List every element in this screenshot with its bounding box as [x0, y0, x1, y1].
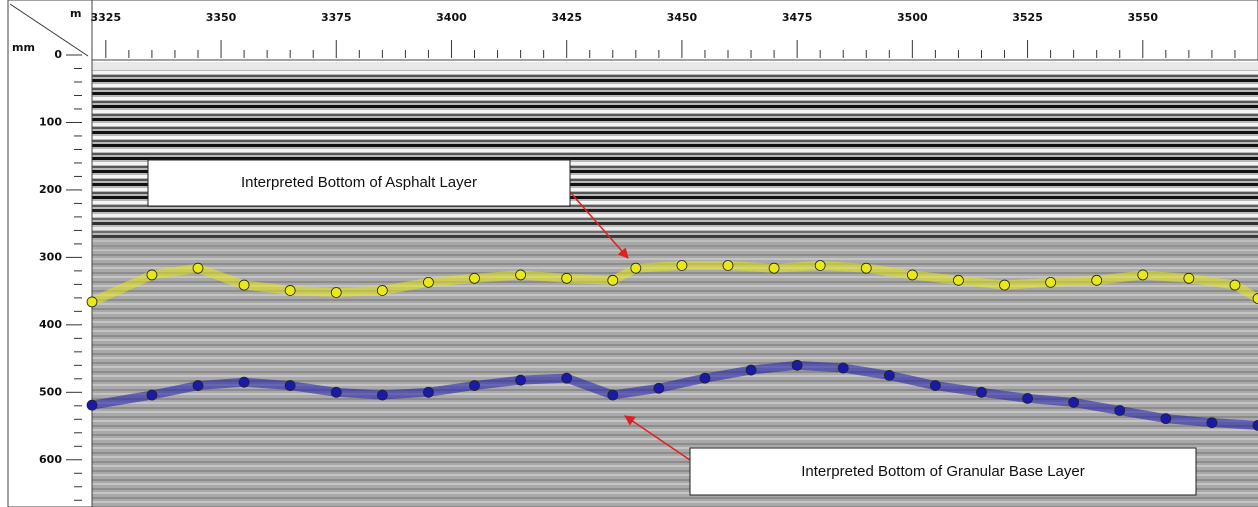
layer-point	[330, 287, 342, 298]
layer-point	[999, 279, 1010, 291]
layer-point	[745, 364, 757, 376]
x-tick-label: 3375	[321, 11, 352, 24]
layer-point	[376, 389, 388, 401]
callout-text: Interpreted Bottom of Asphalt Layer	[241, 174, 477, 191]
x-tick-label: 3325	[91, 11, 122, 24]
left-ruler	[7, 0, 93, 507]
y-tick-label: 600	[39, 453, 62, 466]
layer-line	[91, 360, 1258, 430]
layer-point	[1068, 397, 1080, 408]
callouts: Interpreted Bottom of Asphalt Layer Inte…	[147, 159, 1197, 496]
layer-point	[238, 279, 250, 291]
corner-diagonal	[9, 3, 89, 57]
layer-point	[146, 389, 158, 401]
x-tick-label: 3500	[897, 11, 928, 24]
layer-point	[561, 372, 573, 384]
layer-point	[653, 382, 665, 394]
y-tick-label: 100	[39, 115, 62, 128]
layer-point	[791, 359, 803, 371]
layer-point	[238, 376, 250, 388]
layer-point	[676, 260, 688, 271]
layer-point	[837, 362, 849, 374]
layer-point	[814, 260, 826, 271]
layer-point	[883, 370, 895, 381]
layer-point	[423, 276, 434, 288]
layer-point	[929, 380, 941, 391]
layer-point	[1252, 293, 1258, 304]
layer-point	[330, 386, 342, 398]
layer-point	[469, 380, 480, 391]
layer-point	[86, 296, 98, 308]
layer-point	[607, 389, 619, 401]
y-tick-label: 0	[54, 48, 62, 61]
callout-box	[147, 159, 571, 207]
layer-point	[768, 262, 780, 274]
layer-point	[284, 380, 296, 391]
layer-point	[630, 262, 642, 274]
layer-point	[469, 272, 480, 284]
layer-point	[376, 285, 388, 296]
layer-point	[1229, 279, 1241, 291]
x-tick-label: 3550	[1127, 11, 1158, 24]
y-tick-label: 400	[39, 318, 62, 331]
layer-point	[86, 399, 98, 411]
y-axis-label: mm	[12, 41, 35, 54]
layer-point	[1183, 272, 1195, 284]
top-ruler	[91, 0, 1258, 61]
layer-point	[284, 285, 296, 296]
layer-point	[423, 386, 434, 398]
layer-point	[1022, 392, 1033, 404]
x-axis-label: m	[70, 7, 81, 20]
layer-point	[1114, 405, 1126, 416]
layer-point	[515, 269, 527, 281]
layer-point	[561, 272, 573, 284]
marks	[86, 260, 1258, 431]
layer-point	[722, 260, 734, 271]
arrow	[569, 191, 629, 259]
layer-point	[1206, 417, 1218, 429]
layer-point	[192, 262, 204, 274]
x-tick-label: 3450	[667, 11, 698, 24]
layer-point	[953, 274, 964, 286]
x-tick-label: 3525	[1012, 11, 1043, 24]
x-tick-label: 3400	[436, 11, 467, 24]
arrow	[624, 415, 691, 461]
layer-point	[699, 372, 711, 384]
radar-transition	[92, 200, 1258, 250]
layer-point	[860, 262, 872, 274]
y-tick-label: 500	[39, 385, 62, 398]
layer-point	[976, 386, 987, 398]
layer-point	[906, 269, 918, 281]
radar-top	[92, 62, 1258, 70]
layer-point	[1091, 274, 1103, 286]
callout-box	[689, 447, 1197, 496]
x-tick-label: 3350	[206, 11, 237, 24]
layer-point	[607, 274, 619, 286]
layer-point	[1252, 419, 1258, 431]
layer-point	[192, 380, 204, 391]
layer-point	[1137, 269, 1149, 281]
layer-point	[1045, 276, 1057, 288]
y-tick-label: 200	[39, 183, 62, 196]
x-tick-label: 3475	[782, 11, 813, 24]
layer-point	[515, 374, 527, 386]
layer-point	[146, 269, 158, 281]
y-tick-label: 300	[39, 250, 62, 263]
x-tick-label: 3425	[551, 11, 582, 24]
callout-text: Interpreted Bottom of Granular Base Laye…	[801, 463, 1084, 480]
layer-point	[1160, 413, 1172, 425]
